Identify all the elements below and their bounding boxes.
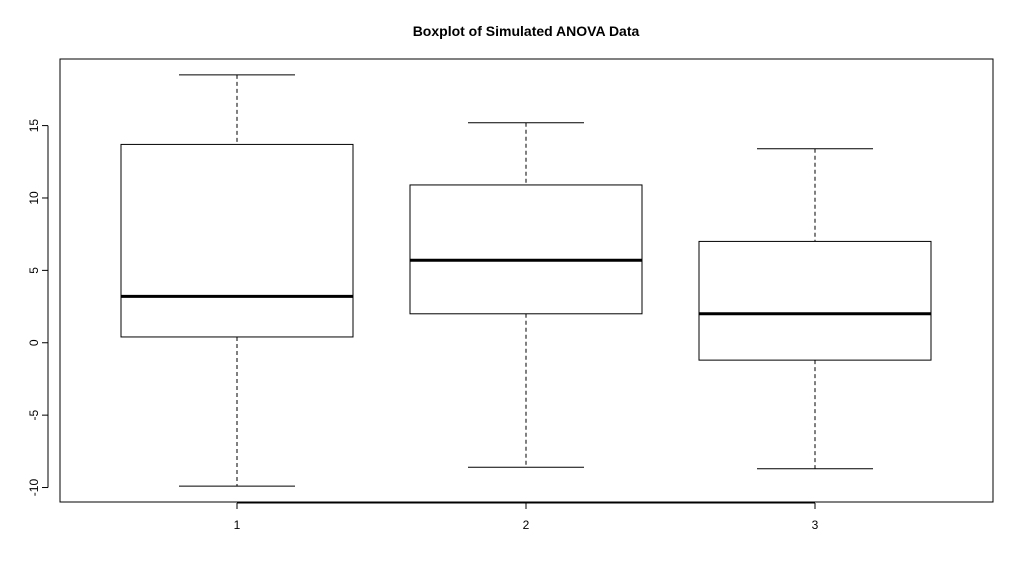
chart-title: Boxplot of Simulated ANOVA Data	[413, 23, 640, 39]
iqr-box	[698, 240, 932, 361]
y-tick-label: -5	[27, 409, 41, 420]
y-tick-label: -10	[27, 479, 41, 497]
x-tick-label: 2	[523, 518, 530, 532]
y-tick-label: 0	[27, 339, 41, 346]
boxes-group	[120, 74, 932, 487]
y-tick-label: 10	[27, 191, 41, 205]
box-group	[120, 74, 354, 487]
box-group	[698, 148, 932, 470]
box-group	[409, 122, 643, 468]
x-tick-label: 3	[812, 518, 819, 532]
plot-frame	[59, 58, 994, 503]
y-tick-label: 15	[27, 119, 41, 133]
y-tick-label: 5	[27, 267, 41, 274]
iqr-box	[120, 143, 354, 338]
x-axis: 1 2 3	[234, 502, 819, 532]
y-axis: -10 -5 0 5 10 15	[27, 119, 49, 497]
iqr-box	[409, 184, 643, 315]
x-tick-label: 1	[234, 518, 241, 532]
